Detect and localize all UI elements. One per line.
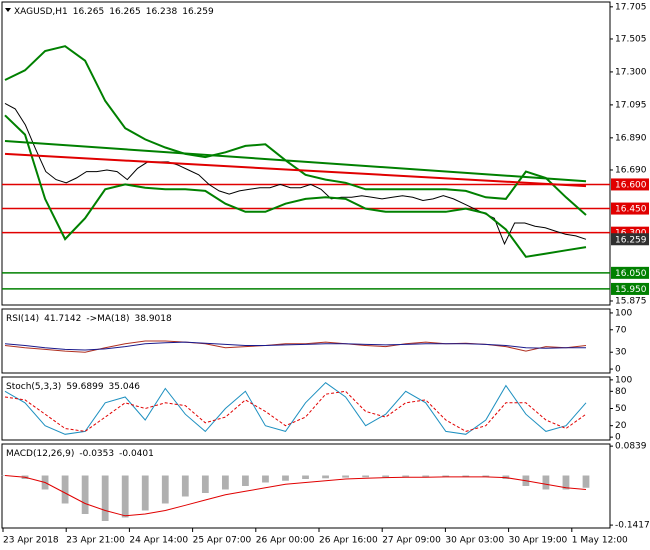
level-label: 15.950 (615, 285, 647, 295)
x-tick-label: 30 Apr 19:00 (509, 536, 568, 546)
histogram-bar (362, 475, 370, 478)
level-label: 16.600 (615, 180, 647, 190)
x-tick-label: 23 Apr 2018 (3, 536, 59, 546)
histogram-bar (282, 475, 289, 481)
histogram-bar (201, 475, 209, 493)
readout-item: 16.265 (73, 7, 105, 17)
histogram-bar (81, 475, 89, 514)
histogram-bar (121, 475, 129, 518)
readout-item: MACD(12,26,9) (6, 449, 74, 459)
y-tick-label: 0.0839 (615, 442, 647, 452)
price-box (611, 233, 649, 246)
histogram-bar (582, 475, 590, 488)
level-label: 16.050 (615, 269, 647, 279)
readout-item: 16.265 (109, 7, 141, 17)
y-tick-label: 16.690 (615, 165, 647, 175)
readout-item: -0.0353 (79, 449, 114, 459)
x-tick-label: 27 Apr 09:00 (382, 536, 441, 546)
y-tick-label: 16.890 (615, 133, 647, 143)
panel-readout: Stoch(5,3,3) 59.6899 35.046 (6, 382, 140, 392)
panel-frame (1, 443, 611, 529)
menu-arrow (5, 8, 11, 12)
readout-item: 16.259 (182, 7, 214, 17)
x-tick-label: 30 Apr 03:00 (445, 536, 504, 546)
x-tick-label: 23 Apr 21:00 (66, 536, 125, 546)
readout-item: ->MA(18) (86, 314, 129, 324)
x-tick-label: 24 Apr 14:00 (129, 536, 188, 546)
histogram-bar (181, 475, 189, 497)
series-line (4, 390, 587, 432)
panel-frame (1, 308, 611, 374)
y-tick-label: 80 (615, 387, 627, 397)
histogram-bar (462, 475, 470, 477)
level-label-box (611, 178, 649, 191)
series-line (4, 341, 586, 351)
histogram-bar (262, 475, 269, 483)
y-tick-label: 0 (615, 433, 621, 443)
y-tick-label: 70 (615, 325, 627, 335)
readout-item: 59.6899 (66, 382, 103, 392)
histogram-bar (302, 475, 309, 479)
series-line (4, 140, 587, 183)
series-line (4, 45, 587, 216)
x-tick-label: 25 Apr 07:00 (193, 536, 252, 546)
y-tick-label: 17.095 (615, 100, 647, 110)
series-line (4, 152, 587, 188)
histogram-bar (442, 475, 450, 477)
histogram-bar (242, 475, 249, 486)
readout-item: 38.9018 (135, 314, 172, 324)
price-label: 16.259 (615, 235, 647, 245)
histogram-bar (141, 475, 149, 511)
y-tick-label: 15.875 (615, 296, 647, 306)
y-tick-label: 100 (615, 308, 632, 318)
panel-readout: MACD(12,26,9) -0.0353 -0.0401 (6, 449, 154, 459)
histogram-bar (342, 475, 349, 478)
x-tick-label: 26 Apr 00:00 (256, 536, 315, 546)
histogram-bar (542, 475, 550, 490)
histogram-bar (322, 475, 329, 479)
histogram-bar (562, 475, 570, 490)
histogram-bar (221, 475, 229, 490)
series-line (4, 114, 587, 258)
readout-item: 41.7142 (44, 314, 81, 324)
readout-item: RSI(14) (6, 314, 39, 324)
histogram-bar (422, 475, 430, 477)
histogram-bar (61, 475, 69, 504)
y-tick-label: 17.705 (615, 2, 647, 12)
series-line (4, 475, 587, 517)
y-tick-label: 0 (615, 365, 621, 375)
readout-item: 35.046 (109, 382, 141, 392)
histogram-bar (482, 475, 490, 477)
y-tick-label: 17.505 (615, 34, 647, 44)
histogram-bar (382, 475, 390, 478)
panel-readout: RSI(14) 41.7142 ->MA(18) 38.9018 (6, 314, 172, 324)
readout-item: XAGUSD,H1 (14, 7, 68, 17)
y-tick-label: 50 (615, 404, 627, 414)
y-tick-label: 20 (615, 421, 627, 431)
readout-item: Stoch(5,3,3) (6, 382, 61, 392)
readout-item: -0.0401 (119, 449, 154, 459)
y-tick-label: 17.300 (615, 67, 647, 77)
histogram-bar (161, 475, 169, 504)
histogram-bar (101, 475, 109, 521)
panel-frame (1, 1, 611, 306)
level-label-box (611, 266, 649, 279)
x-tick-label: 26 Apr 16:00 (319, 536, 378, 546)
series-line (4, 382, 587, 435)
y-tick-label: -0.1417 (615, 521, 650, 531)
y-tick-label: 100 (615, 375, 632, 385)
panel-readout: XAGUSD,H1 16.265 16.265 16.238 16.259 (14, 7, 214, 17)
histogram-bar (402, 475, 410, 477)
level-label-box (611, 282, 649, 295)
level-label-box (611, 202, 649, 215)
x-tick-label: 1 May 12:00 (572, 536, 628, 546)
level-label: 16.450 (615, 205, 647, 215)
y-tick-label: 30 (615, 348, 627, 358)
readout-item: 16.238 (146, 7, 178, 17)
